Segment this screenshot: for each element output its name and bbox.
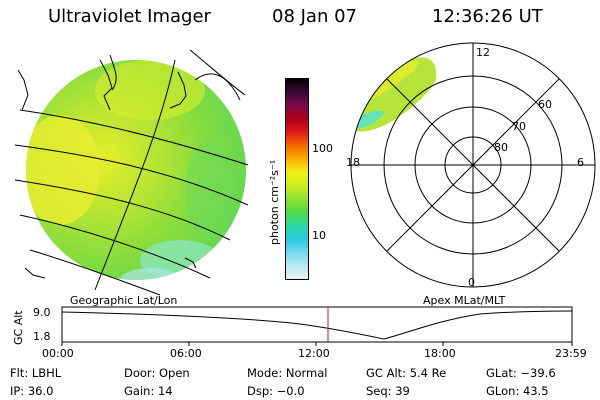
altitude-xtick-0: 00:00	[42, 347, 74, 360]
colorbar-tick-10: 10	[312, 229, 326, 242]
header-time: 12:36:26 UT	[432, 6, 543, 27]
info-seq: Seq: 39	[366, 384, 410, 398]
info-gc-alt: GC Alt: 5.4 Re	[366, 366, 447, 380]
mlat-label-80: 80	[494, 141, 508, 154]
altitude-xtick-4: 23:59	[555, 347, 587, 360]
mlt-label-left: 18	[346, 156, 360, 169]
info-ip: IP: 36.0	[10, 384, 54, 398]
geo-grid-lines	[14, 49, 249, 296]
mlt-label-right: 6	[577, 156, 584, 169]
mlat-label-60: 60	[538, 98, 552, 111]
geo-image-disk	[26, 60, 246, 280]
colorbar-tick-100: 100	[312, 142, 333, 155]
app-title: Ultraviolet Imager	[48, 6, 211, 27]
colorbar	[285, 78, 309, 280]
altitude-ytick-top: 9.0	[33, 306, 51, 319]
info-dsp: Dsp: −0.0	[247, 384, 305, 398]
info-glon: GLon: 43.5	[486, 384, 549, 398]
geo-panel-label: Geographic Lat/Lon	[70, 294, 178, 307]
mlt-label-bottom: 0	[468, 276, 475, 289]
header-date: 08 Jan 07	[272, 6, 357, 27]
altitude-xtick-2: 12:00	[298, 347, 330, 360]
altitude-ytick-bottom: 1.8	[33, 330, 51, 343]
info-filter: Flt: LBHL	[10, 366, 62, 380]
info-gain: Gain: 14	[124, 384, 173, 398]
altitude-ylabel: GC Alt	[12, 310, 25, 345]
altitude-xtick-1: 06:00	[170, 347, 202, 360]
polar-panel-label: Apex MLat/MLT	[423, 294, 506, 307]
info-mode: Mode: Normal	[247, 366, 328, 380]
mlat-label-70: 70	[512, 120, 526, 133]
altitude-curve	[61, 310, 573, 340]
coastlines	[17, 59, 197, 279]
altitude-xtick-3: 18:00	[424, 347, 456, 360]
info-glat: GLat: −39.6	[486, 366, 556, 380]
mlt-label-top: 12	[476, 46, 490, 59]
info-door: Door: Open	[124, 366, 190, 380]
